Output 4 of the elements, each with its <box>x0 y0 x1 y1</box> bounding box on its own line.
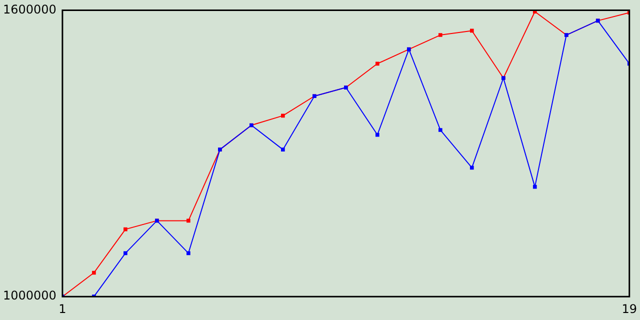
y-tick-label: 1600000 <box>2 2 56 16</box>
x-tick-label: 19 <box>622 302 638 316</box>
y-tick-label: 1000000 <box>2 288 56 303</box>
x-tick-label: 1 <box>58 302 66 316</box>
